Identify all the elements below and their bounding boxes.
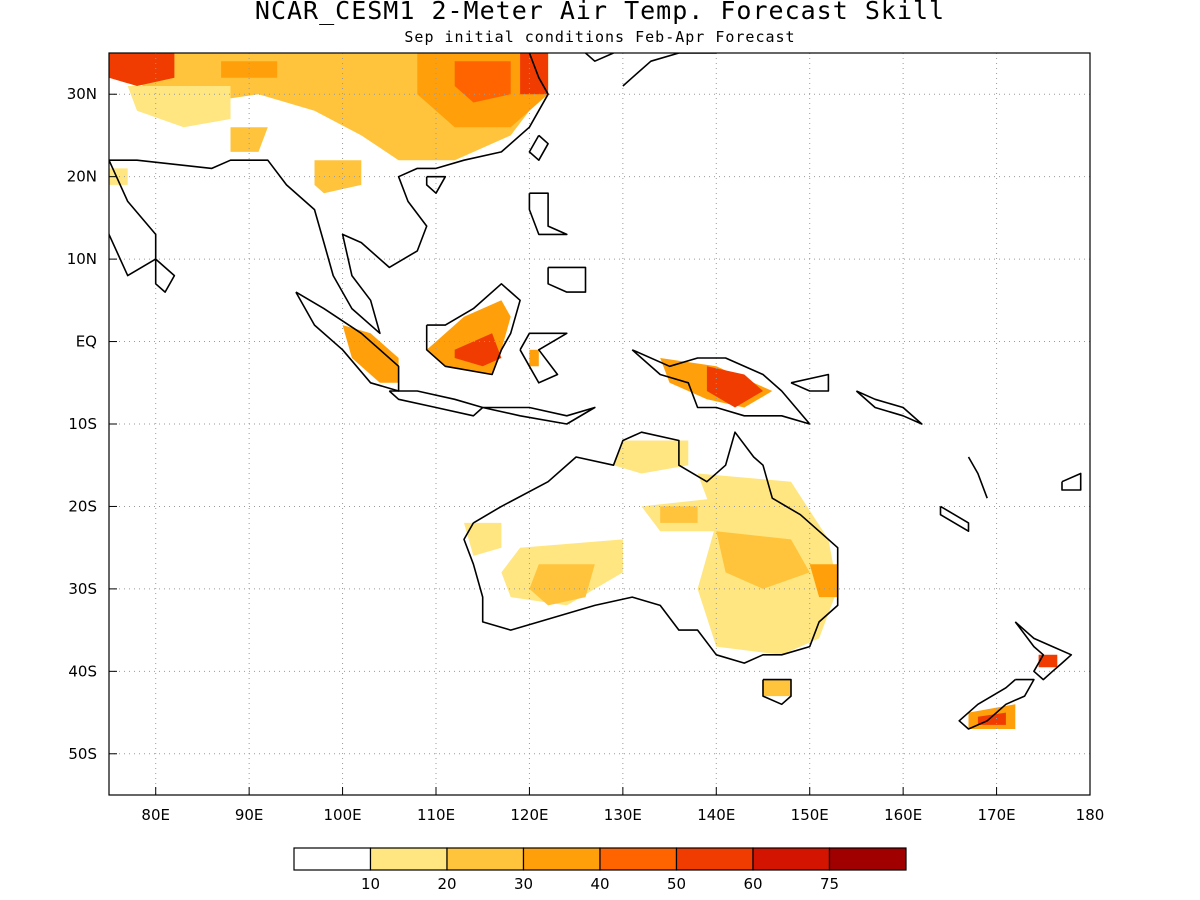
coastline-australia	[463, 431, 839, 664]
lon-tick-label: 160E	[884, 806, 922, 824]
coastline-lesser-sunda	[482, 406, 596, 425]
colorbar-swatch	[599, 847, 678, 871]
skill-region-aus-sw	[464, 522, 502, 556]
coastline-nz-south	[958, 678, 1035, 730]
skill-region-indochina	[314, 160, 362, 194]
skill-region-aus-central-core	[660, 506, 698, 523]
lon-tick-label: 140E	[697, 806, 735, 824]
skill-region-aus-west-core	[529, 564, 595, 606]
skill-region-nz-north	[1038, 654, 1058, 668]
skill-shading	[109, 53, 1058, 729]
colorbar-swatch	[369, 847, 448, 871]
coastline-java	[388, 390, 484, 417]
lon-tick-label: 130E	[604, 806, 642, 824]
skill-region-aus-qld-core	[716, 531, 810, 589]
colorbar-swatch	[293, 847, 372, 871]
lat-tick-label: 30S	[68, 580, 97, 598]
lat-tick-label: 10N	[67, 250, 97, 268]
lat-tick-label: 20S	[68, 497, 97, 515]
colorbar-label: 20	[437, 875, 456, 893]
coastline-fiji	[1061, 472, 1082, 491]
lat-tick-label: EQ	[76, 333, 97, 351]
coastline-mindanao	[547, 266, 587, 293]
grid-lines	[109, 53, 1090, 795]
skill-region-sulawesi	[529, 349, 539, 367]
skill-region-korea-shanghai	[520, 53, 549, 95]
colorbar-label: 50	[667, 875, 686, 893]
skill-region-aus-north	[613, 440, 689, 474]
coastline-sri-lanka	[154, 258, 176, 293]
coastline-borneo	[425, 282, 521, 376]
colorbar: 10 20 30 40 50 60 75	[293, 847, 907, 893]
lon-tick-label: 180	[1076, 806, 1105, 824]
coastline-new-guinea	[631, 349, 811, 425]
coastline-new-caledonia	[939, 505, 970, 533]
lat-tick-label: 40S	[68, 662, 97, 680]
colorbar-swatch	[752, 847, 831, 871]
coastline-korea	[584, 53, 614, 63]
coastline-tasmania	[762, 678, 792, 706]
lat-tick-label: 20N	[67, 168, 97, 186]
lon-tick-label: 100E	[324, 806, 362, 824]
lon-tick-label: 120E	[510, 806, 548, 824]
colorbar-swatch	[522, 847, 601, 871]
colorbar-label: 10	[361, 875, 380, 893]
axis-ticks: 30N 20N 10N EQ 10S 20S 30S 40S 50S 80E 90E 100E 110E…	[67, 85, 1105, 824]
coastline-luzon	[528, 192, 568, 236]
coastline-bismarck	[790, 373, 830, 392]
skill-region-bangladesh	[230, 127, 268, 152]
skill-region-far-west	[109, 53, 175, 86]
lon-tick-label: 150E	[791, 806, 829, 824]
skill-region-india-north	[127, 86, 231, 128]
colorbar-swatch	[446, 847, 525, 871]
colorbar-label: 40	[590, 875, 609, 893]
lat-tick-label: 30N	[67, 85, 97, 103]
lon-tick-label: 80E	[141, 806, 170, 824]
skill-region-tibet-patch	[221, 61, 278, 78]
coastline-hainan	[425, 175, 447, 194]
coastline-asia-mainland	[109, 53, 549, 335]
map-subtitle: Sep initial conditions Feb-Apr Forecast	[404, 28, 796, 46]
skill-region-arabian	[109, 168, 128, 185]
coastlines	[109, 53, 1082, 730]
colorbar-swatch	[675, 847, 754, 871]
lat-tick-label: 10S	[68, 415, 97, 433]
lat-tick-label: 50S	[68, 745, 97, 763]
lon-tick-label: 170E	[978, 806, 1016, 824]
coastline-japan	[622, 53, 717, 87]
colorbar-label: 30	[514, 875, 533, 893]
colorbar-label: 60	[743, 875, 762, 893]
coastline-vanuatu	[967, 456, 988, 499]
skill-region-aus-east-coast	[809, 564, 838, 598]
coastline-nz-north	[1014, 621, 1073, 681]
coastline-solomons	[855, 390, 923, 425]
coastline-sulawesi	[519, 332, 568, 384]
colorbar-swatch	[828, 847, 907, 871]
skill-region-sumatra	[342, 325, 399, 383]
skill-region-new-guinea-core	[706, 366, 763, 408]
colorbar-label: 75	[820, 875, 839, 893]
skill-region-tasmania	[763, 679, 791, 697]
skill-region-china-core	[454, 61, 511, 103]
map-title: NCAR_CESM1 2-Meter Air Temp. Forecast Sk…	[254, 0, 946, 25]
coastline-taiwan	[528, 134, 549, 161]
lon-tick-label: 90E	[235, 806, 264, 824]
lon-tick-label: 110E	[417, 806, 455, 824]
